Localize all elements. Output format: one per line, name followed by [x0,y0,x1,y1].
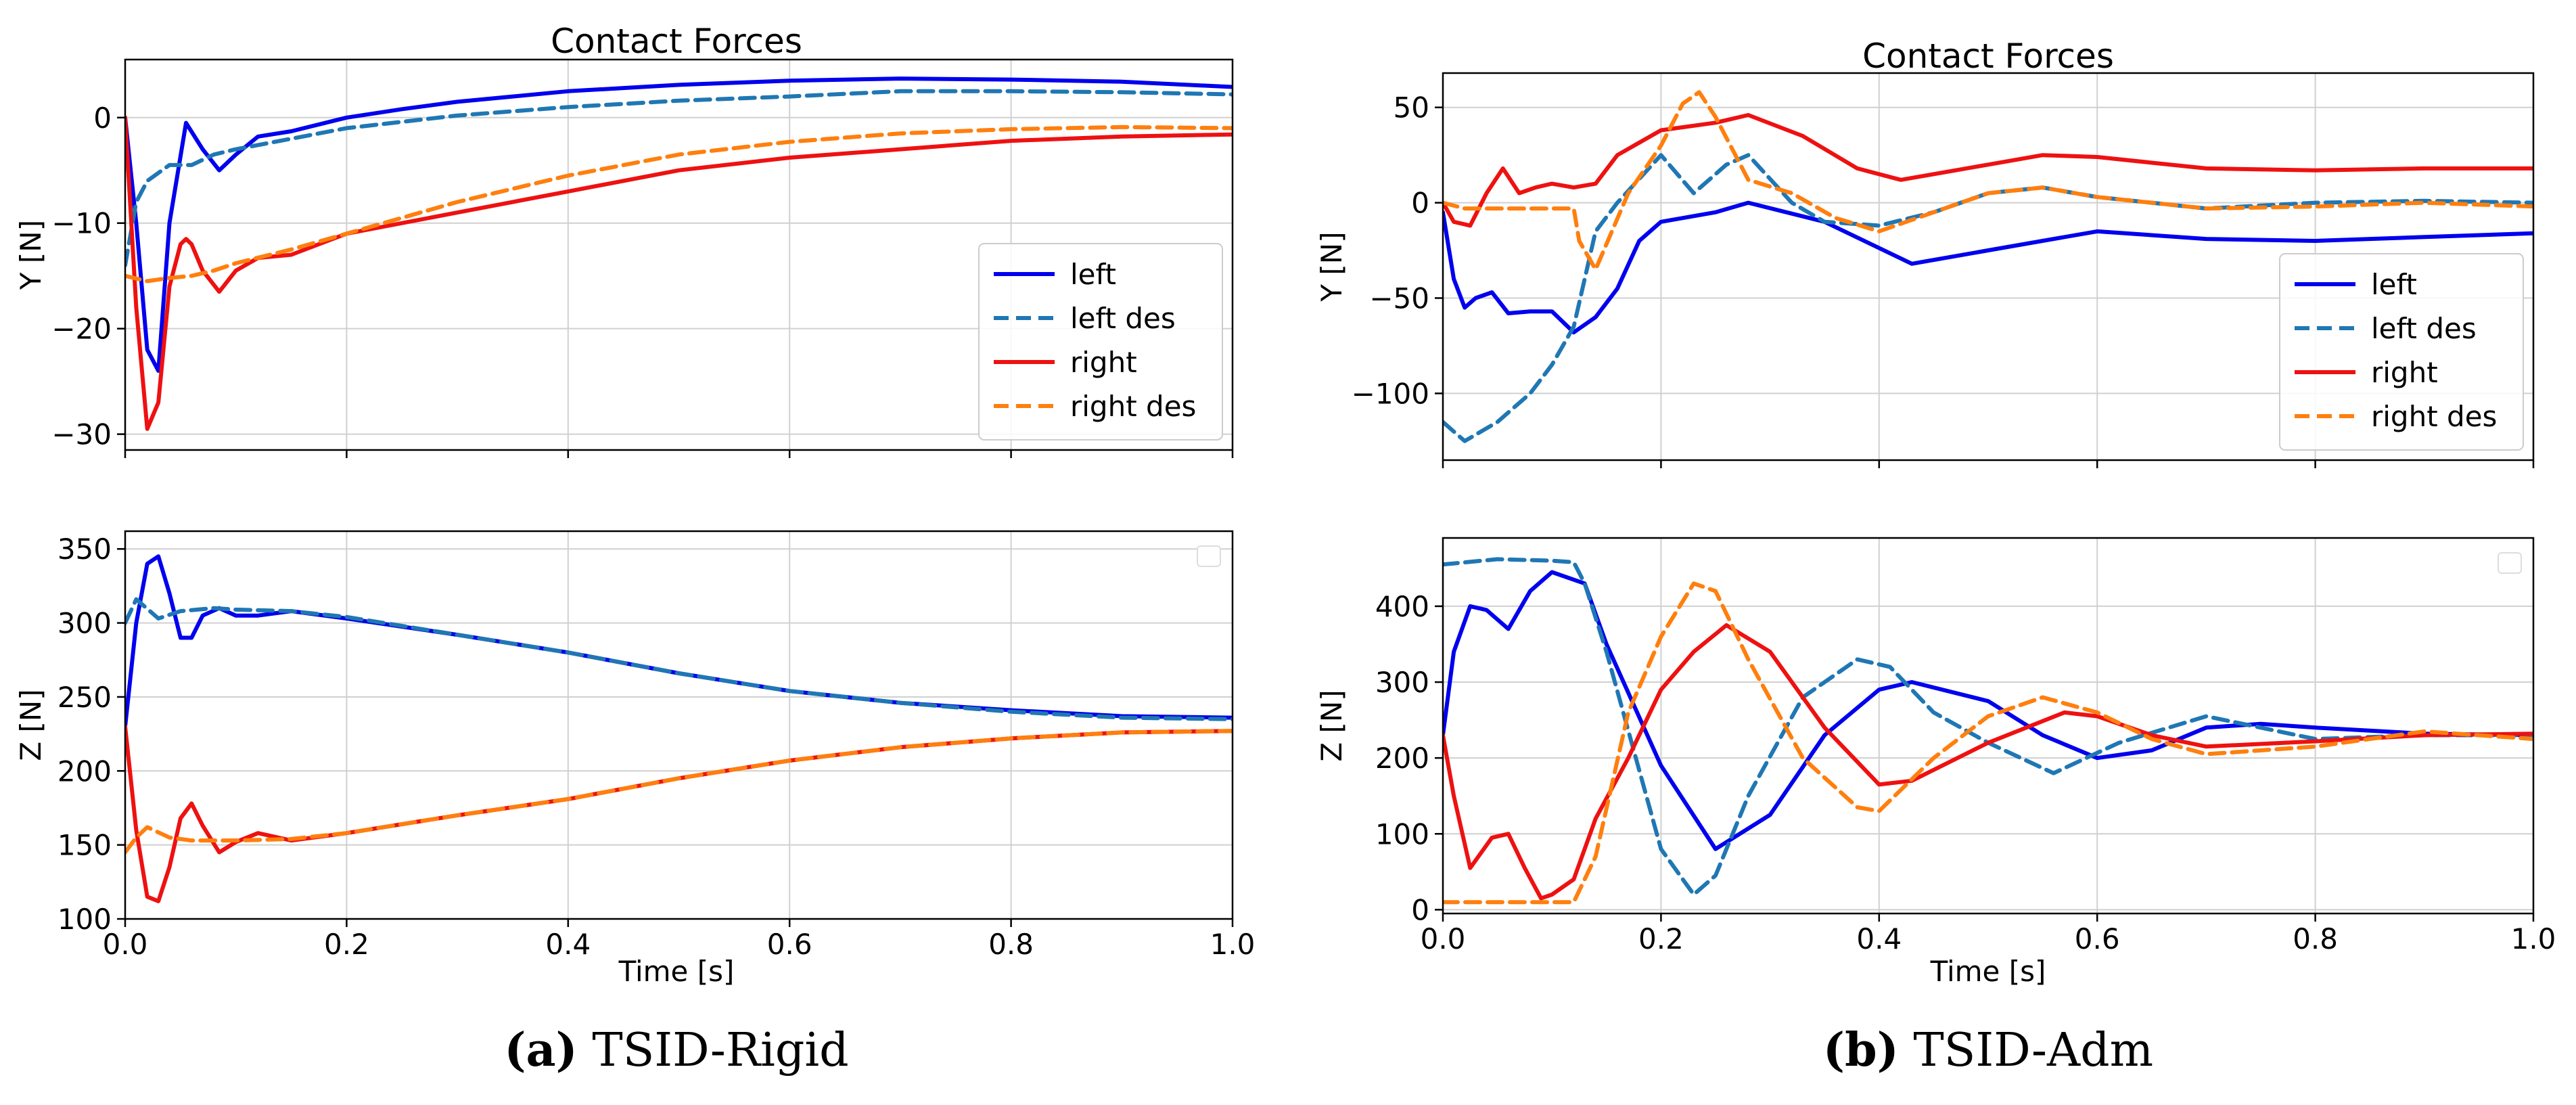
xtick-label-b-bottom-3: 0.6 [2075,922,2120,955]
legend-label-b-top-left-des: left des [2371,312,2477,345]
ytick-label-b-top-2: −50 [1369,281,1429,315]
series-line-b-bottom-left [1443,570,2533,851]
xtick-label-b-bottom-4: 0.8 [2293,922,2338,955]
panel-a-title: Contact Forces [551,22,802,61]
ytick-label-a-bottom-1: 150 [58,829,112,862]
series-line-a-top-left-des [125,89,1233,268]
ytick-label-b-top-3: −100 [1352,377,1429,410]
axes-b-top: 50 0 −50 −100 Y [N] left left des right right de… [1315,72,2535,468]
legend-box-b-top [2279,253,2524,451]
panel-b-title: Contact Forces [1862,37,2114,76]
ytick-label-b-bottom-1: 100 [1375,817,1429,851]
empty-legend-b-bottom [2498,552,2522,574]
series-group-a-bottom [125,554,1233,903]
caption-b-text: TSID-Adm [1899,1024,2153,1077]
legend-label-a-top-right: right [1070,346,1137,379]
legend-label-a-top-left: left [1070,258,1116,291]
xtick-label-b-bottom-1: 0.2 [1638,922,1684,955]
ylabel-a-top: Y [N] [14,220,47,290]
caption-b: (b) TSID-Adm [1823,1023,2153,1077]
ylabel-b-top: Y [N] [1315,231,1348,302]
ytick-label-b-bottom-4: 400 [1375,590,1429,623]
xtick-label-b-bottom-2: 0.4 [1856,922,1902,955]
series-line-a-bottom-right [125,724,1233,903]
ytick-label-a-top-0: 0 [93,102,112,135]
series-line-b-bottom-right-des [1443,581,2533,905]
axes-a-top: 0 −10 −20 −30 Y [N] left left des right right de… [14,58,1234,458]
legend-label-b-top-right-des: right des [2371,400,2497,433]
legend-label-b-top-right: right [2371,356,2438,389]
legend-label-a-top-right-des: right des [1070,390,1196,423]
legend-a-top: left left des right right des [978,243,1223,441]
panel-a: 0 −10 −20 −30 Y [N] left left des right right de… [14,58,1256,961]
axes-frame-b-top [1442,72,2535,461]
ytick-label-b-top-0: 50 [1394,91,1429,125]
xtick-label-a-bottom-5: 1.0 [1210,928,1256,961]
series-group-a-top [125,76,1233,431]
axes-frame-a-top [124,58,1234,451]
ytick-label-b-bottom-0: 0 [1411,893,1429,926]
legend-b-top: left left des right right des [2279,253,2524,451]
axes-frame-b-bottom [1442,537,2535,915]
xtick-label-a-bottom-1: 0.2 [324,928,369,961]
ylabel-b-bottom: Z [N] [1315,690,1348,761]
series-line-a-bottom-right-des [125,729,1233,855]
series-line-a-bottom-left-des [125,597,1233,721]
panel-a-xlabel: Time [s] [618,955,735,988]
ytick-label-b-bottom-3: 300 [1375,666,1429,699]
series-line-b-top-right [1443,113,2533,228]
xtick-label-a-bottom-0: 0.0 [103,928,148,961]
xtick-label-b-bottom-0: 0.0 [1421,922,1466,955]
caption-a: (a) TSID-Rigid [504,1023,848,1077]
ytick-label-a-bottom-2: 200 [58,754,112,788]
legend-box-a-top [978,243,1223,441]
xtick-label-a-bottom-3: 0.6 [767,928,812,961]
panel-b: 50 0 −50 −100 Y [N] left left des right right de… [1315,72,2556,955]
legend-label-b-top-left: left [2371,268,2417,301]
caption-a-text: TSID-Rigid [578,1024,849,1077]
axes-a-bottom: 0.0 0.2 0.4 0.6 0.8 1.0 100 150 200 250 300 350 Z [N… [14,530,1256,961]
panel-b-xlabel: Time [s] [1930,955,2046,988]
series-line-a-top-right-des [125,125,1233,284]
ytick-label-b-top-1: 0 [1411,187,1429,220]
series-line-a-top-left [125,76,1233,373]
xtick-label-a-bottom-4: 0.8 [988,928,1034,961]
series-line-b-top-left [1443,200,2533,335]
ytick-label-a-top-1: −10 [51,207,112,240]
ytick-label-a-top-2: −20 [51,313,112,346]
ytick-label-a-top-3: −30 [51,418,112,451]
ylabel-a-bottom: Z [N] [14,689,47,761]
ytick-label-a-bottom-5: 350 [58,533,112,566]
series-group-b-bottom [1443,557,2533,905]
xtick-label-a-bottom-2: 0.4 [545,928,591,961]
series-line-b-top-right-des [1443,90,2533,272]
empty-legend-a-bottom [1197,545,1221,567]
series-line-a-bottom-left [125,554,1233,729]
series-line-b-bottom-left-des [1443,557,2533,897]
ytick-label-b-bottom-2: 200 [1375,742,1429,775]
series-line-a-top-right [125,115,1233,431]
axes-b-bottom: 0.0 0.2 0.4 0.6 0.8 1.0 0 100 200 300 400 Z [N] [1315,537,2556,955]
ytick-label-a-bottom-4: 300 [58,607,112,640]
caption-b-label: (b) [1823,1023,1899,1077]
legend-label-a-top-left-des: left des [1070,302,1176,335]
axes-frame-a-bottom [124,530,1234,920]
series-group-b-top [1443,90,2533,443]
caption-a-label: (a) [504,1023,577,1077]
ytick-label-a-bottom-3: 250 [58,681,112,714]
xtick-label-b-bottom-5: 1.0 [2511,922,2556,955]
series-line-b-bottom-right [1443,623,2533,901]
ytick-label-a-bottom-0: 100 [58,903,112,936]
